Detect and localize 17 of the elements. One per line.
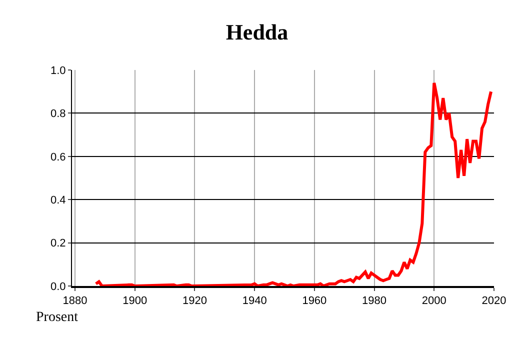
y-tick-label: 0.0: [50, 280, 66, 293]
x-tick-label: 1920: [182, 295, 207, 308]
x-tick-label: 1940: [242, 295, 267, 308]
y-tick-label: 0.4: [50, 194, 66, 206]
y-axis-title: Prosent: [36, 310, 78, 325]
y-tick-label: 0.8: [50, 108, 66, 120]
x-tick-label: 2020: [482, 295, 506, 308]
x-tick-label: 1880: [62, 295, 88, 308]
line-series: [94, 81, 493, 286]
chart-title: Hedda: [226, 19, 288, 44]
x-tick-label: 1900: [122, 295, 148, 308]
y-tick-label: 0.2: [50, 238, 66, 250]
x-tick-label: 1960: [302, 295, 327, 308]
y-tick-label: 0.6: [50, 151, 66, 164]
x-tick-label: 1980: [362, 295, 387, 308]
y-tick-label: 1.0: [50, 64, 66, 77]
x-tick-label: 2000: [422, 295, 446, 308]
